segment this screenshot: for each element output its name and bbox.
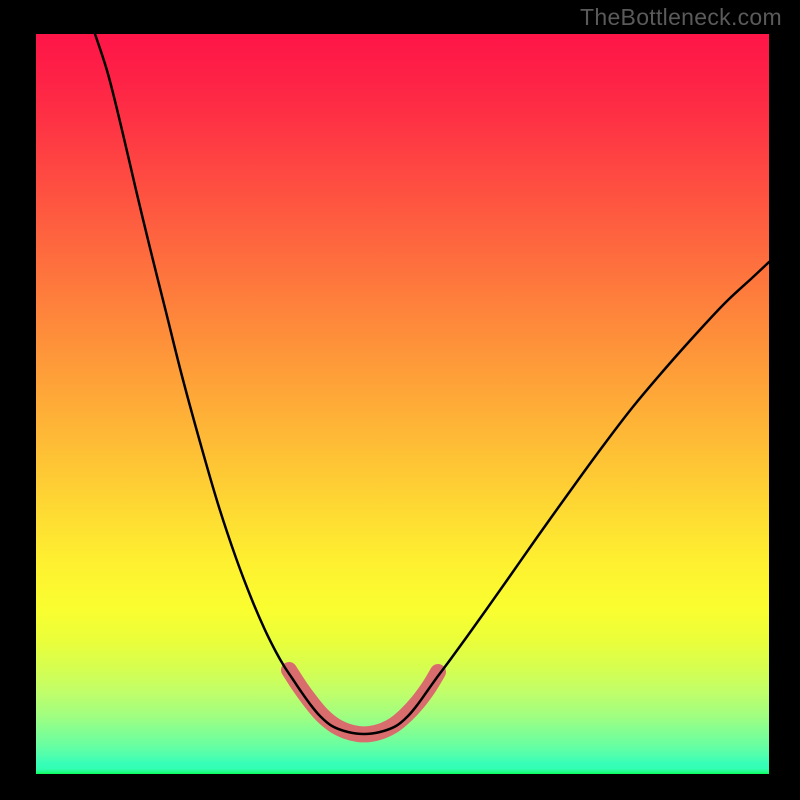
watermark-text: TheBottleneck.com (580, 4, 782, 31)
bottleneck-chart (0, 0, 800, 800)
plot-background (36, 34, 769, 774)
